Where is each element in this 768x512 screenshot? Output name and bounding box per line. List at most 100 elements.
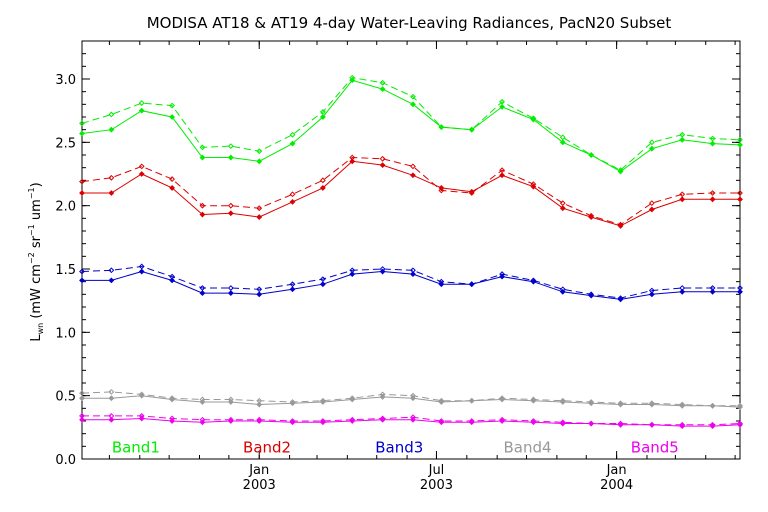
data-point [499,103,505,110]
data-point [199,211,206,218]
data-point [379,86,386,93]
data-point [379,391,386,398]
data-point [227,154,234,161]
data-point [648,206,655,213]
data-point [588,212,595,219]
y-axis-unit-mid1: sr [29,235,44,252]
data-point [199,396,206,403]
data-point [709,140,716,147]
y-tick-label: 0.0 [55,453,76,468]
data-point [289,191,296,198]
data-point [138,107,145,114]
data-point [349,74,356,81]
data-point [468,281,475,288]
data-point [499,271,505,277]
data-point [256,286,263,293]
data-point [679,191,686,198]
data-point [679,401,686,408]
data-point [349,416,356,423]
data-point [108,190,115,196]
data-point [410,267,416,274]
y-tick-label: 3.0 [55,73,76,88]
data-point [169,102,175,109]
data-point [289,198,296,205]
data-point [410,163,416,170]
data-point [679,196,686,203]
data-point [319,281,326,288]
x-tick-year: 2004 [600,478,633,493]
y-axis-symbol-subscript: wn [36,323,45,335]
data-point [709,288,716,295]
y-axis-unit-open: (mW cm [29,264,44,323]
data-point [468,418,475,424]
data-point [737,136,743,143]
data-point [227,290,234,296]
x-tick-month: Jul [428,463,445,478]
data-point [108,267,115,274]
data-point [648,139,655,146]
data-point [319,185,326,191]
data-point [108,413,115,419]
data-point [79,413,85,419]
data-point [169,415,175,422]
data-point [199,290,206,296]
data-point [169,185,175,191]
data-point [530,396,537,403]
data-point [289,399,296,405]
data-point [709,421,716,428]
y-axis-unit-mid2: um [29,199,44,224]
data-point [256,291,263,298]
series-line-band1-dashed [81,77,741,171]
data-point [138,100,145,106]
data-point [468,397,475,404]
data-point [289,418,296,424]
data-point [559,419,566,426]
data-point [410,414,416,421]
data-point [227,143,234,150]
data-point [588,420,595,427]
data-point [199,285,206,291]
data-point [530,418,537,424]
data-point [349,271,356,277]
data-point [256,158,263,165]
data-point [79,416,85,423]
data-point [108,111,115,118]
legend-label: Band1 [112,439,160,457]
x-tick-year: 2003 [243,478,276,493]
data-point [227,416,234,423]
data-point [499,416,505,423]
legend-label: Band3 [375,439,423,457]
y-axis-unit-exp3: −1 [27,187,36,199]
data-point [379,79,386,86]
y-tick-label: 1.5 [55,263,76,278]
data-point [679,421,686,428]
data-point [737,190,743,196]
data-point [679,285,686,291]
data-point [410,93,416,100]
data-point [138,263,145,270]
data-point [530,181,537,188]
data-point [709,285,716,291]
data-point [256,416,263,423]
data-point [559,286,566,293]
data-point [319,418,326,424]
data-point [138,391,145,398]
data-point [709,196,716,203]
axis-frame [81,40,741,460]
data-point [468,126,475,133]
y-tick-label: 2.5 [55,136,76,151]
data-point [349,158,356,165]
data-point [499,167,505,174]
data-point [679,131,686,138]
data-point [169,277,175,284]
data-point [438,124,445,131]
data-point [227,285,234,291]
data-point [319,109,326,115]
x-tick-year: 2003 [420,478,453,493]
data-point [559,397,566,404]
data-point [138,413,145,419]
data-point [679,136,686,143]
data-point [438,418,445,424]
data-point [410,172,416,179]
